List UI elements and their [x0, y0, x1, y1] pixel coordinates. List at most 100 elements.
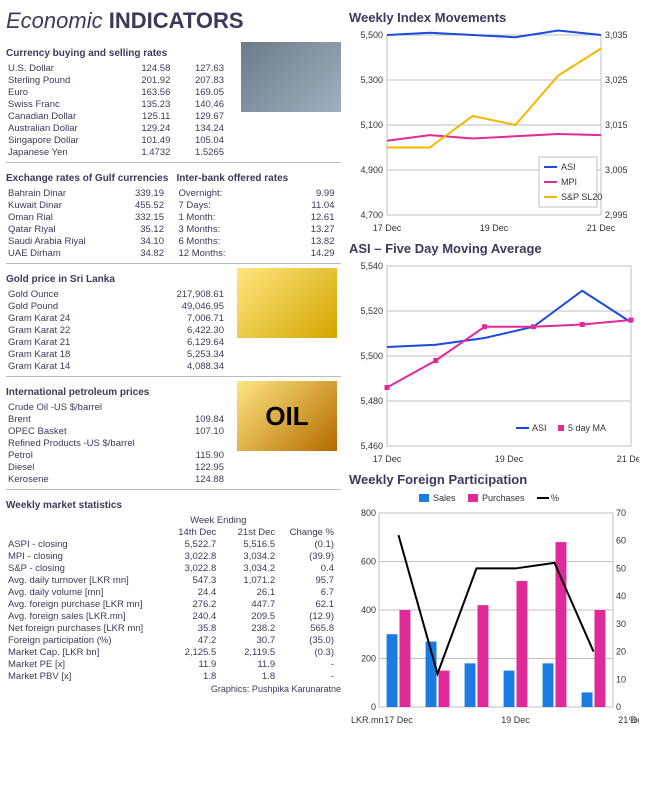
cell-value: 217,908.61 [130, 288, 226, 300]
table-row: Market PBV [x] 1.8 1.8 - [6, 670, 336, 682]
table-row: Bahrain Dinar 339.19 [6, 187, 166, 199]
chart3-title: Weekly Foreign Participation [349, 472, 639, 487]
svg-text:%: % [629, 715, 637, 725]
cell-value: 124.88 [182, 473, 226, 485]
svg-text:30: 30 [616, 619, 626, 629]
weekly-index-chart: 4,7004,9005,1005,3005,5002,9953,0053,015… [349, 27, 639, 237]
svg-text:19 Dec: 19 Dec [480, 223, 509, 233]
cell-sell: 129.67 [172, 110, 226, 122]
svg-text:3,025: 3,025 [605, 75, 628, 85]
cell-value [182, 401, 226, 413]
table-row: Market PE [x] 11.9 11.9 - [6, 658, 336, 670]
table-row: Crude Oil -US $/barrel [6, 401, 226, 413]
table-row: UAE Dirham 34.82 [6, 247, 166, 259]
svg-text:21 Dec: 21 Dec [617, 454, 639, 464]
cell-c: (0.3) [277, 646, 336, 658]
cell-value: 109.84 [182, 413, 226, 425]
cell-label: MPI - closing [6, 550, 159, 562]
cell-label: Refined Products -US $/barrel [6, 437, 182, 449]
title-a: Economic [6, 8, 103, 33]
cell-c: 62.1 [277, 598, 336, 610]
svg-text:17 Dec: 17 Dec [373, 454, 402, 464]
cell-sell: 207.83 [172, 74, 226, 86]
cell-value: 34.82 [120, 247, 166, 259]
table-row: 1 Month: 12.61 [177, 211, 337, 223]
cell-label: ASPI - closing [6, 538, 159, 550]
chart2-title: ASI – Five Day Moving Average [349, 241, 639, 256]
interbank-table: Overnight: 9.997 Days: 11.041 Month: 12.… [177, 187, 337, 259]
svg-text:19 Dec: 19 Dec [501, 715, 530, 725]
graphics-credit: Graphics: Pushpika Karunaratne [6, 684, 341, 694]
cell-a: 3,022.8 [159, 562, 218, 574]
cell-c: 0.4 [277, 562, 336, 574]
cell-label: Avg. daily turnover [LKR mn] [6, 574, 159, 586]
cell-value: 13.27 [280, 223, 336, 235]
cell-label: Avg. daily volume [mn] [6, 586, 159, 598]
cell-a: 547.3 [159, 574, 218, 586]
table-row: Gold Ounce 217,908.61 [6, 288, 226, 300]
table-row: Japanese Yen 1.4732 1.5265 [6, 146, 226, 158]
svg-text:4,700: 4,700 [360, 210, 383, 220]
gulf-heading: Exchange rates of Gulf currencies [6, 173, 171, 184]
cell-value: 339.19 [120, 187, 166, 199]
atm-image [241, 42, 341, 112]
table-row: Avg. daily volume [mn] 24.4 26.1 6.7 [6, 586, 336, 598]
svg-text:MPI: MPI [561, 177, 577, 187]
gold-heading: Gold price in Sri Lanka [6, 274, 231, 285]
table-row: Euro 163.56 169.05 [6, 86, 226, 98]
cell-label: Gram Karat 22 [6, 324, 130, 336]
cell-label: Avg. foreign sales [LKR.mn] [6, 610, 159, 622]
cell-b: 3,034.2 [218, 550, 277, 562]
cell-value: 332.15 [120, 211, 166, 223]
cell-c: (39.9) [277, 550, 336, 562]
cell-label: Australian Dollar [6, 122, 119, 134]
cell-label: Gram Karat 24 [6, 312, 130, 324]
cell-sell: 140.46 [172, 98, 226, 110]
svg-text:50: 50 [616, 563, 626, 573]
table-row: Sterling Pound 201.92 207.83 [6, 74, 226, 86]
cell-label: Canadian Dollar [6, 110, 119, 122]
table-header: 14th Dec21st DecChange % [6, 526, 336, 538]
svg-text:3,005: 3,005 [605, 165, 628, 175]
chart1-title: Weekly Index Movements [349, 10, 639, 25]
table-row: Foreign participation (%) 47.2 30.7 (35.… [6, 634, 336, 646]
cell-label: Market PBV [x] [6, 670, 159, 682]
cell-label: Swiss Franc [6, 98, 119, 110]
cell-value: 4,088.34 [130, 360, 226, 372]
table-row: Gram Karat 14 4,088.34 [6, 360, 226, 372]
cell-value: 35.12 [120, 223, 166, 235]
table-row: Singapore Dollar 101.49 105.04 [6, 134, 226, 146]
svg-text:ASI: ASI [561, 162, 576, 172]
cell-value: 9.99 [280, 187, 336, 199]
cell-c: - [277, 658, 336, 670]
table-row: Qatar Riyal 35.12 [6, 223, 166, 235]
cell-label: Gold Pound [6, 300, 130, 312]
cell-label: 12 Months: [177, 247, 281, 259]
table-row: Gram Karat 24 7,006.71 [6, 312, 226, 324]
svg-text:600: 600 [361, 557, 376, 567]
cell-label: Gram Karat 21 [6, 336, 130, 348]
cell-label: Kuwait Dinar [6, 199, 120, 211]
foreign-participation-chart: 020040060080001020304050607017 Dec19 Dec… [349, 489, 639, 729]
cell-b: 2,119.5 [218, 646, 277, 658]
svg-text:LKR.mn: LKR.mn [351, 715, 384, 725]
cell-b: 1.8 [218, 670, 277, 682]
gold-table: Gold Ounce 217,908.61Gold Pound 49,046.9… [6, 288, 226, 372]
weekly-table: Week Ending14th Dec21st DecChange %ASPI … [6, 514, 336, 682]
cell-label: 6 Months: [177, 235, 281, 247]
svg-text:17 Dec: 17 Dec [373, 223, 402, 233]
svg-text:800: 800 [361, 508, 376, 518]
table-row: U.S. Dollar 124.58 127.63 [6, 62, 226, 74]
cell-b: 26.1 [218, 586, 277, 598]
svg-text:0: 0 [371, 702, 376, 712]
cell-a: 2,125.5 [159, 646, 218, 658]
cell-label: Net foreign purchases [LKR mn] [6, 622, 159, 634]
table-row: OPEC Basket107.10 [6, 425, 226, 437]
cell-label: 1 Month: [177, 211, 281, 223]
table-row: Brent109.84 [6, 413, 226, 425]
table-row: ASPI - closing 5,522.7 5,516.5 (0.1) [6, 538, 336, 550]
currency-heading: Currency buying and selling rates [6, 48, 235, 59]
table-row: Kerosene124.88 [6, 473, 226, 485]
cell-label: Singapore Dollar [6, 134, 119, 146]
col-label: 21st Dec [218, 526, 277, 538]
